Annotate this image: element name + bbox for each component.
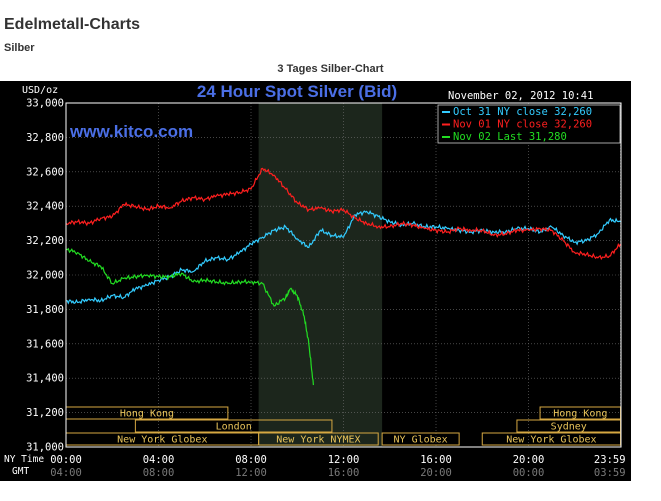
x-tick-label-gmt: 20:00 [420,467,452,479]
x-tick-label-ny: 00:00 [50,454,82,466]
session-label: NY Globex [394,435,448,446]
x-tick-label-ny: 12:00 [328,454,360,466]
chart-title: 24 Hour Spot Silver (Bid) [197,82,397,101]
y-tick-label: 32,000 [26,270,64,282]
x-tick-label-gmt: 04:00 [50,467,82,479]
session-label: Hong Kong [553,409,607,420]
legend-box [437,104,621,144]
x-tick-label-ny: 16:00 [420,454,452,466]
session-label: New York Globex [506,435,596,446]
x-axis-label-gmt: GMT [12,466,29,477]
legend-entry: Nov 02 Last 31,280 [453,131,567,143]
session-label: Sydney [551,422,587,433]
y-tick-label: 33,000 [26,98,64,110]
y-tick-label: 31,800 [26,304,64,316]
legend-entry: Oct 31 NY close 32,260 [453,106,592,118]
y-tick-label: 31,000 [26,442,64,454]
y-tick-label: 32,400 [26,201,64,213]
y-tick-label: 32,200 [26,235,64,247]
chart-watermark: www.kitco.com [69,122,193,141]
session-box [381,432,460,446]
x-tick-label-ny: 04:00 [143,454,175,466]
chart-caption: 3 Tages Silber-Chart [277,63,384,75]
series-line [65,210,621,305]
series-lines [65,167,622,386]
session-label: London [216,422,252,433]
y-axis: 33,000 32,800 32,600 32,400 32,200 32,000 31,8… [26,98,64,454]
series-line [65,247,314,386]
y-tick-label: 32,600 [26,166,64,178]
page-title: Edelmetall-Charts [4,16,141,33]
x-tick-label-ny: 20:00 [513,454,545,466]
x-tick-label-ny: 23:59 [594,454,626,466]
session-box [258,432,379,446]
session-label: New York Globex [117,435,207,446]
y-axis-unit-label: USD/oz [22,85,58,96]
y-tick-label: 32,800 [26,132,64,144]
x-tick-label-gmt: 03:59 [594,467,626,479]
x-tick-label-gmt: 12:00 [235,467,267,479]
y-tick-label: 31,200 [26,407,64,419]
session-box [134,419,333,433]
x-tick-label-gmt: 16:00 [328,467,360,479]
silver-price-chart: Hong Kong London New York Globex New York N… [0,81,631,481]
x-axis: 00:0004:0004:0008:0008:0012:0012:0016:00… [4,454,626,479]
trading-sessions: Hong Kong London New York Globex New York N… [65,406,622,446]
x-tick-label-gmt: 00:00 [513,467,545,479]
x-axis-label-ny: NY Time [4,454,44,465]
y-tick-label: 31,600 [26,338,64,350]
legend-entry: Nov 01 NY close 32,260 [453,119,592,131]
x-tick-label-gmt: 08:00 [143,467,175,479]
plot-frame [65,102,622,448]
session-label: New York NYMEX [276,435,360,446]
y-tick-label: 31,400 [26,373,64,385]
x-tick-label-ny: 08:00 [235,454,267,466]
session-label: Hong Kong [120,409,174,420]
series-line [65,167,622,261]
page-subtitle: Silber [4,42,35,54]
chart-timestamp: November 02, 2012 10:41 [448,90,593,102]
